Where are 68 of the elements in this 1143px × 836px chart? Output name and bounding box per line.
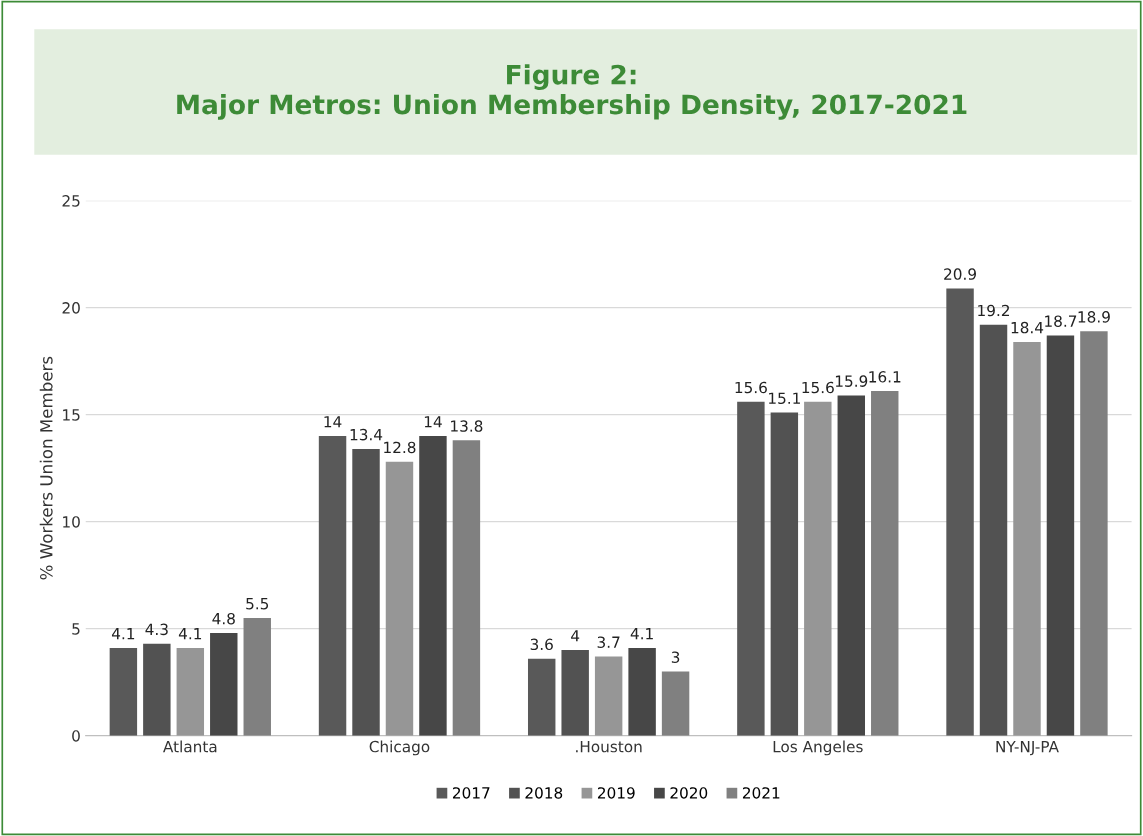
bar [109, 647, 138, 736]
bar [210, 632, 238, 736]
bar [628, 647, 656, 736]
y-axis-title: % Workers Union Members [39, 356, 53, 580]
bar [352, 448, 380, 736]
legend-label: 2020 [670, 787, 708, 799]
data-label: 15.1 [769, 392, 800, 404]
bar [143, 643, 171, 736]
data-label: 19.2 [978, 304, 1009, 317]
bar [176, 647, 205, 736]
data-label: 14 [324, 416, 342, 428]
y-tick-label: 5 [72, 623, 80, 635]
data-label: 14 [424, 416, 442, 428]
bar [385, 461, 414, 736]
x-tick-label: NY-NJ-PA [996, 741, 1059, 756]
x-tick-label: Chicago [369, 740, 430, 756]
bar [946, 288, 974, 736]
bar [871, 391, 899, 736]
data-label: 5.5 [246, 598, 269, 610]
bar [979, 324, 1008, 736]
data-label: 18.4 [1011, 321, 1044, 334]
data-label: 4.8 [212, 612, 235, 625]
data-label: 3.6 [530, 638, 553, 651]
data-label: 4.1 [111, 628, 135, 640]
data-label: 3 [671, 651, 680, 663]
bar [1013, 341, 1041, 736]
data-label: 3.7 [597, 636, 620, 648]
data-label: 12.8 [384, 441, 416, 454]
data-label: 15.6 [802, 381, 834, 394]
data-label: 15.9 [835, 375, 868, 387]
y-tick-label: 25 [62, 195, 80, 207]
legend-label: 2021 [742, 787, 780, 799]
data-label: 18.9 [1078, 311, 1110, 323]
data-label: 15.6 [735, 381, 767, 394]
bar [804, 401, 832, 736]
y-tick-label: 10 [63, 516, 80, 528]
bar [837, 395, 866, 736]
y-tick-label: 0 [72, 730, 80, 742]
y-tick-label: 15 [63, 409, 80, 421]
bar [561, 650, 589, 736]
legend-label: 2018 [525, 787, 563, 799]
legend-label: 2019 [597, 787, 635, 799]
bar [737, 401, 765, 736]
bar [419, 436, 447, 736]
x-tick-label: Atlanta [163, 740, 217, 753]
data-label: 16.1 [869, 371, 901, 383]
y-tick-label: 20 [62, 302, 80, 314]
chart-title: Figure 2: Major Metros: Union Membership Density, 2017-2021 [177, 64, 967, 120]
data-label: 4.1 [178, 628, 202, 640]
bar [527, 658, 556, 736]
x-tick-label: Los Angeles [773, 740, 863, 756]
bar [452, 440, 481, 736]
bar [243, 617, 271, 736]
data-label: 13.4 [350, 428, 383, 441]
legend-label: 2017 [452, 787, 490, 799]
x-tick-label: .Houston [576, 741, 642, 753]
data-label: 4 [571, 630, 580, 642]
bar [318, 436, 347, 736]
bar [770, 412, 799, 736]
data-label: 18.7 [1045, 315, 1077, 327]
bar [661, 671, 690, 736]
data-label: 20.9 [944, 268, 976, 280]
data-label: 4.1 [630, 628, 653, 640]
data-label: 4.3 [145, 623, 168, 636]
data-label: 13.8 [451, 420, 483, 432]
bar [1080, 331, 1108, 736]
bar [1046, 335, 1075, 736]
bar [594, 656, 623, 736]
